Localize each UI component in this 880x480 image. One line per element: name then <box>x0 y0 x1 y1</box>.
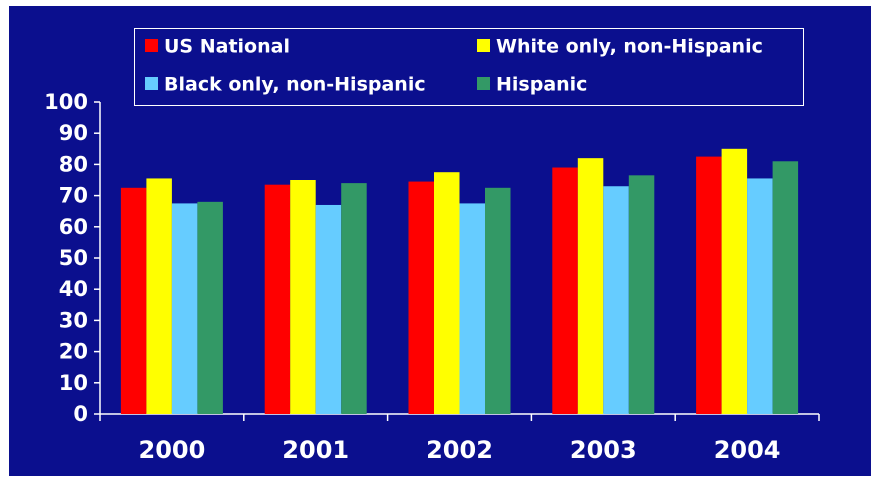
bar-2001-1 <box>290 180 316 414</box>
legend-label-white-only: White only, non-Hispanic <box>496 35 763 58</box>
bar-2000-1 <box>146 178 172 414</box>
bar-2000-0 <box>120 187 147 414</box>
x-tick-label: 2002 <box>426 436 493 464</box>
chart-panel: 0 10 20 30 40 50 60 70 80 90 100 2000 2001 2002 2003 2… <box>9 6 871 476</box>
y-tick-label: 80 <box>59 152 88 176</box>
legend-item-black-only: Black only, non-Hispanic <box>145 73 426 96</box>
y-tick-label: 90 <box>59 121 88 145</box>
y-tick-label: 30 <box>59 308 88 332</box>
legend-label-us-national: US National <box>164 35 290 58</box>
bar-2002-1 <box>434 172 460 414</box>
y-tick-label: 40 <box>59 277 88 301</box>
legend-swatch-us-national <box>145 39 158 52</box>
x-tick-label: 2000 <box>139 436 206 464</box>
bar-2000-3 <box>197 201 223 414</box>
bar-2001-2 <box>315 204 342 414</box>
legend-label-black-only: Black only, non-Hispanic <box>164 73 426 96</box>
bar-2001-0 <box>264 184 291 414</box>
y-tick-label: 70 <box>59 184 88 208</box>
bar-2003-0 <box>552 167 578 414</box>
bar-2000-2 <box>171 203 198 414</box>
legend-item-us-national: US National <box>145 35 290 58</box>
y-tick-label: 50 <box>59 246 88 270</box>
bar-2003-3 <box>628 175 655 414</box>
x-tick-label: 2004 <box>714 436 781 464</box>
chart-legend: US National White only, non-Hispanic Bla… <box>134 28 804 106</box>
y-tick-label: 10 <box>59 371 88 395</box>
bar-2004-0 <box>696 156 722 414</box>
bar-2002-0 <box>408 181 434 414</box>
y-tick-label: 20 <box>59 340 88 364</box>
bar-2003-1 <box>577 158 604 414</box>
legend-swatch-hispanic <box>477 77 490 90</box>
legend-swatch-white-only <box>477 39 490 52</box>
legend-item-white-only: White only, non-Hispanic <box>477 35 763 58</box>
legend-item-hispanic: Hispanic <box>477 73 587 96</box>
bar-2002-2 <box>459 203 485 414</box>
bar-2002-3 <box>485 187 511 414</box>
legend-label-hispanic: Hispanic <box>496 73 588 96</box>
x-tick-label: 2001 <box>282 436 349 464</box>
bar-2004-1 <box>721 148 748 415</box>
y-tick-label: 100 <box>44 90 88 114</box>
bar-2004-2 <box>747 178 773 414</box>
bar-2004-3 <box>772 161 799 414</box>
y-tick-label: 60 <box>59 215 88 239</box>
chart-bars <box>120 148 799 415</box>
bar-2003-2 <box>603 186 629 414</box>
y-tick-labels: 0 10 20 30 40 50 60 70 80 90 100 <box>44 90 88 426</box>
bar-2001-3 <box>341 183 367 414</box>
legend-swatch-black-only <box>145 77 158 90</box>
y-tick-label: 0 <box>73 402 88 426</box>
x-tick-labels: 2000 2001 2002 2003 2004 <box>139 436 781 464</box>
x-tick-label: 2003 <box>570 436 637 464</box>
